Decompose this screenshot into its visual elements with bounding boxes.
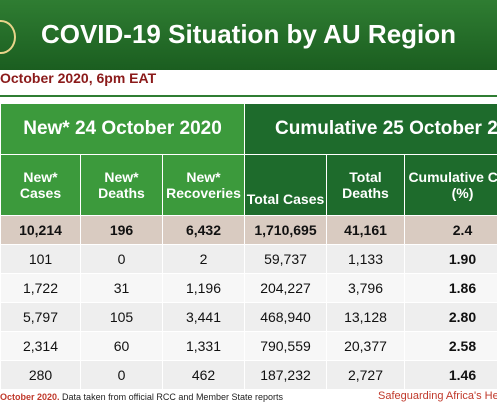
column-header: New* Cases bbox=[0, 154, 81, 216]
group-header: New* 24 October 2020 bbox=[0, 103, 245, 155]
cell: 101 bbox=[0, 244, 81, 274]
cell: 41,161 bbox=[326, 215, 405, 245]
footer-note: October 2020. Data taken from official R… bbox=[0, 392, 283, 402]
cell: 59,737 bbox=[244, 244, 327, 274]
banner: COVID-19 Situation by AU Region bbox=[0, 0, 497, 70]
table-row: 280 0 462 187,232 2,727 1.46 bbox=[0, 360, 497, 390]
cell: 105 bbox=[80, 302, 163, 332]
cell: 1,196 bbox=[162, 273, 245, 303]
cell: 204,227 bbox=[244, 273, 327, 303]
cell: 1,133 bbox=[326, 244, 405, 274]
column-header: New* Recoveries bbox=[162, 154, 245, 216]
column-header: Total Cases bbox=[244, 154, 327, 216]
cell: 0 bbox=[80, 360, 163, 390]
cell: 3,796 bbox=[326, 273, 405, 303]
table-row: 5,797 105 3,441 468,940 13,128 2.80 bbox=[0, 302, 497, 332]
table-row: 1,722 31 1,196 204,227 3,796 1.86 bbox=[0, 273, 497, 303]
cell: 10,214 bbox=[0, 215, 81, 245]
cell: 1.46 bbox=[404, 360, 497, 390]
cell: 2 bbox=[162, 244, 245, 274]
cell: 0 bbox=[80, 244, 163, 274]
cell: 1.90 bbox=[404, 244, 497, 274]
cell: 1,722 bbox=[0, 273, 81, 303]
column-header: Cumulative CFR (%) bbox=[404, 154, 497, 216]
cell: 280 bbox=[0, 360, 81, 390]
cell: 5,797 bbox=[0, 302, 81, 332]
cell: 6,432 bbox=[162, 215, 245, 245]
cell: 462 bbox=[162, 360, 245, 390]
cell: 2,727 bbox=[326, 360, 405, 390]
cell: 31 bbox=[80, 273, 163, 303]
cell: 196 bbox=[80, 215, 163, 245]
cell: 60 bbox=[80, 331, 163, 361]
group-header: Cumulative 25 October 20 bbox=[244, 103, 497, 155]
cell: 1,710,695 bbox=[244, 215, 327, 245]
cell: 3,441 bbox=[162, 302, 245, 332]
cell: 20,377 bbox=[326, 331, 405, 361]
cell: 790,559 bbox=[244, 331, 327, 361]
cell: 2.4 bbox=[404, 215, 497, 245]
title: COVID-19 Situation by AU Region bbox=[40, 19, 457, 49]
table-row: 10,214 196 6,432 1,710,695 41,161 2.4 bbox=[0, 215, 497, 245]
source-date: October 2020. bbox=[0, 392, 60, 402]
cell: 2.80 bbox=[404, 302, 497, 332]
cell: 1,331 bbox=[162, 331, 245, 361]
tagline: Safeguarding Africa's Healt bbox=[378, 390, 497, 402]
date: October 2020, 6pm EAT bbox=[0, 70, 157, 86]
source-text: Data taken from official RCC and Member … bbox=[62, 392, 283, 402]
cell: 2,314 bbox=[0, 331, 81, 361]
cell: 468,940 bbox=[244, 302, 327, 332]
cell: 2.58 bbox=[404, 331, 497, 361]
column-header: New* Deaths bbox=[80, 154, 163, 216]
cell: 13,128 bbox=[326, 302, 405, 332]
cell: 1.86 bbox=[404, 273, 497, 303]
rule bbox=[0, 95, 497, 97]
table-row: 101 0 2 59,737 1,133 1.90 bbox=[0, 244, 497, 274]
cell: 187,232 bbox=[244, 360, 327, 390]
column-header: Total Deaths bbox=[326, 154, 405, 216]
table-row: 2,314 60 1,331 790,559 20,377 2.58 bbox=[0, 331, 497, 361]
table: New* 24 October 2020 Cumulative 25 Octob… bbox=[0, 103, 497, 390]
